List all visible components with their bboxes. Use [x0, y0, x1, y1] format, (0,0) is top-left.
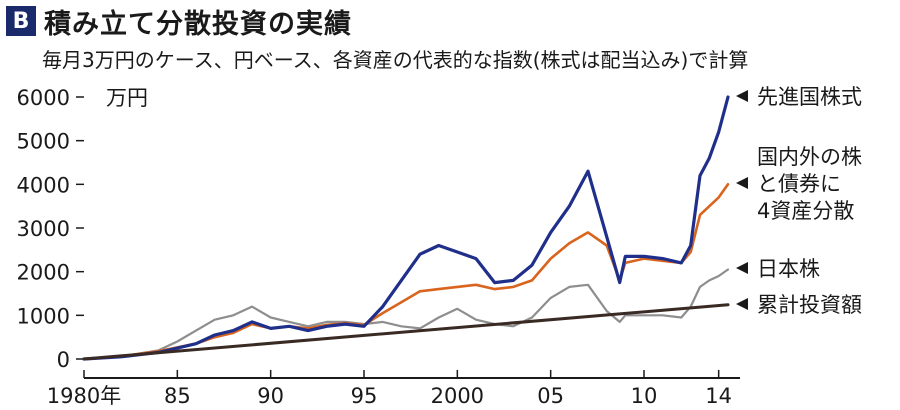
- y-tick-label: 6000: [17, 86, 70, 110]
- legend-label-japan: 日本株: [757, 257, 820, 281]
- legend-arrow-diversified: [736, 177, 748, 189]
- axes: 0 1000 2000 3000 4000 5000 6000 万円 1980年 85 90 95 20…: [17, 86, 740, 408]
- x-tick-label: 14: [705, 384, 732, 408]
- y-tick-label: 0: [57, 348, 70, 372]
- y-tick-label: 3000: [17, 217, 70, 241]
- y-tick-label: 5000: [17, 130, 70, 154]
- x-tick-label: 05: [537, 384, 564, 408]
- y-tick-label: 2000: [17, 261, 70, 285]
- chart-subtitle: 毎月3万円のケース、円ベース、各資産の代表的な指数(株式は配当込み)で計算: [42, 48, 749, 72]
- y-tick-label: 4000: [17, 173, 70, 197]
- chart-title: 積み立て分散投資の実績: [44, 8, 352, 40]
- legend-arrow-developed: [736, 90, 748, 102]
- legend-arrow-cumulative: [736, 298, 748, 310]
- legend-label-diversified-line1: 国内外の株: [757, 145, 862, 169]
- x-tick-label: 10: [631, 384, 658, 408]
- x-tick-label: 90: [257, 384, 284, 408]
- y-unit-label: 万円: [106, 86, 148, 110]
- chart-header: B 積み立て分散投資の実績: [6, 4, 352, 40]
- series-line: [82, 303, 730, 361]
- x-tick-label: 95: [351, 384, 378, 408]
- legend-label-cumulative: 累計投資額: [757, 293, 862, 317]
- series-line: [82, 183, 730, 361]
- x-tick-label: 85: [164, 384, 191, 408]
- y-tick-label: 1000: [17, 304, 70, 328]
- legend-label-diversified-line2: と債券に: [757, 172, 841, 196]
- legend-label-diversified-line3: 4資産分散: [757, 199, 854, 223]
- x-tick-label: 2000: [431, 384, 484, 408]
- figure-badge: B: [6, 6, 36, 36]
- legend-arrow-japan: [736, 262, 748, 274]
- series-layer: [82, 95, 730, 361]
- series-line: [82, 268, 730, 361]
- series-line: [82, 95, 730, 361]
- x-tick-label: 1980年: [47, 384, 121, 408]
- legend-label-developed: 先進国株式: [757, 85, 862, 109]
